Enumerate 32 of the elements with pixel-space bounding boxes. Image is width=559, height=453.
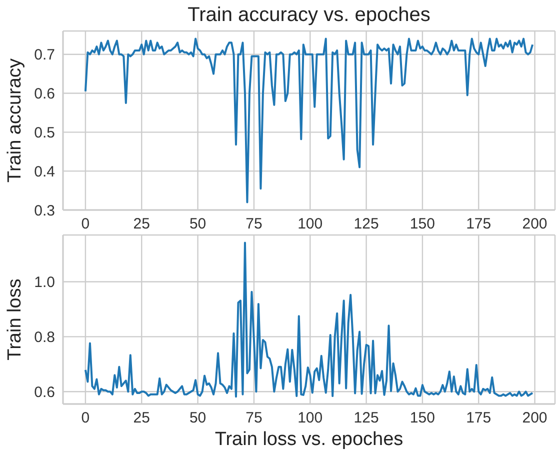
- x-tick-label: 175: [466, 410, 492, 427]
- x-tick-label: 25: [133, 216, 150, 233]
- y-tick-label: 0.8: [34, 329, 55, 346]
- x-tick-label: 175: [466, 216, 492, 233]
- chart-title: Train accuracy vs. epoches: [186, 4, 432, 27]
- y-axis-title: Train loss: [4, 278, 26, 360]
- x-tick-label: 50: [189, 216, 206, 233]
- y-axis-title: Train accuracy: [4, 58, 26, 182]
- x-tick-label: 75: [246, 216, 262, 233]
- line-series: [84, 38, 534, 204]
- y-tick-label: 0.6: [34, 86, 55, 103]
- x-tick-label: 100: [298, 410, 323, 427]
- x-tick-label: 125: [354, 216, 379, 233]
- x-tick-label: 25: [133, 410, 150, 427]
- line-series: [84, 242, 534, 398]
- x-tick-label: 125: [354, 410, 379, 427]
- x-tick-label: 150: [410, 410, 435, 427]
- x-axis-title: Train loss vs. epoches: [214, 429, 404, 450]
- x-tick-label: 100: [298, 216, 323, 233]
- x-tick-label: 75: [246, 410, 262, 427]
- y-tick-label: 0.7: [34, 46, 55, 64]
- x-tick-label: 150: [410, 216, 435, 233]
- y-tick-label: 0.3: [34, 202, 55, 220]
- y-tick-label: 0.5: [34, 124, 55, 142]
- y-tick-label: 0.6: [34, 384, 55, 401]
- x-tick-label: 50: [189, 410, 206, 427]
- x-tick-label: 0: [81, 216, 90, 233]
- x-tick-label: 200: [522, 410, 548, 427]
- y-tick-label: 0.4: [34, 163, 55, 180]
- y-tick-label: 1.0: [34, 274, 55, 292]
- x-tick-label: 0: [81, 410, 90, 427]
- x-tick-label: 200: [522, 216, 548, 233]
